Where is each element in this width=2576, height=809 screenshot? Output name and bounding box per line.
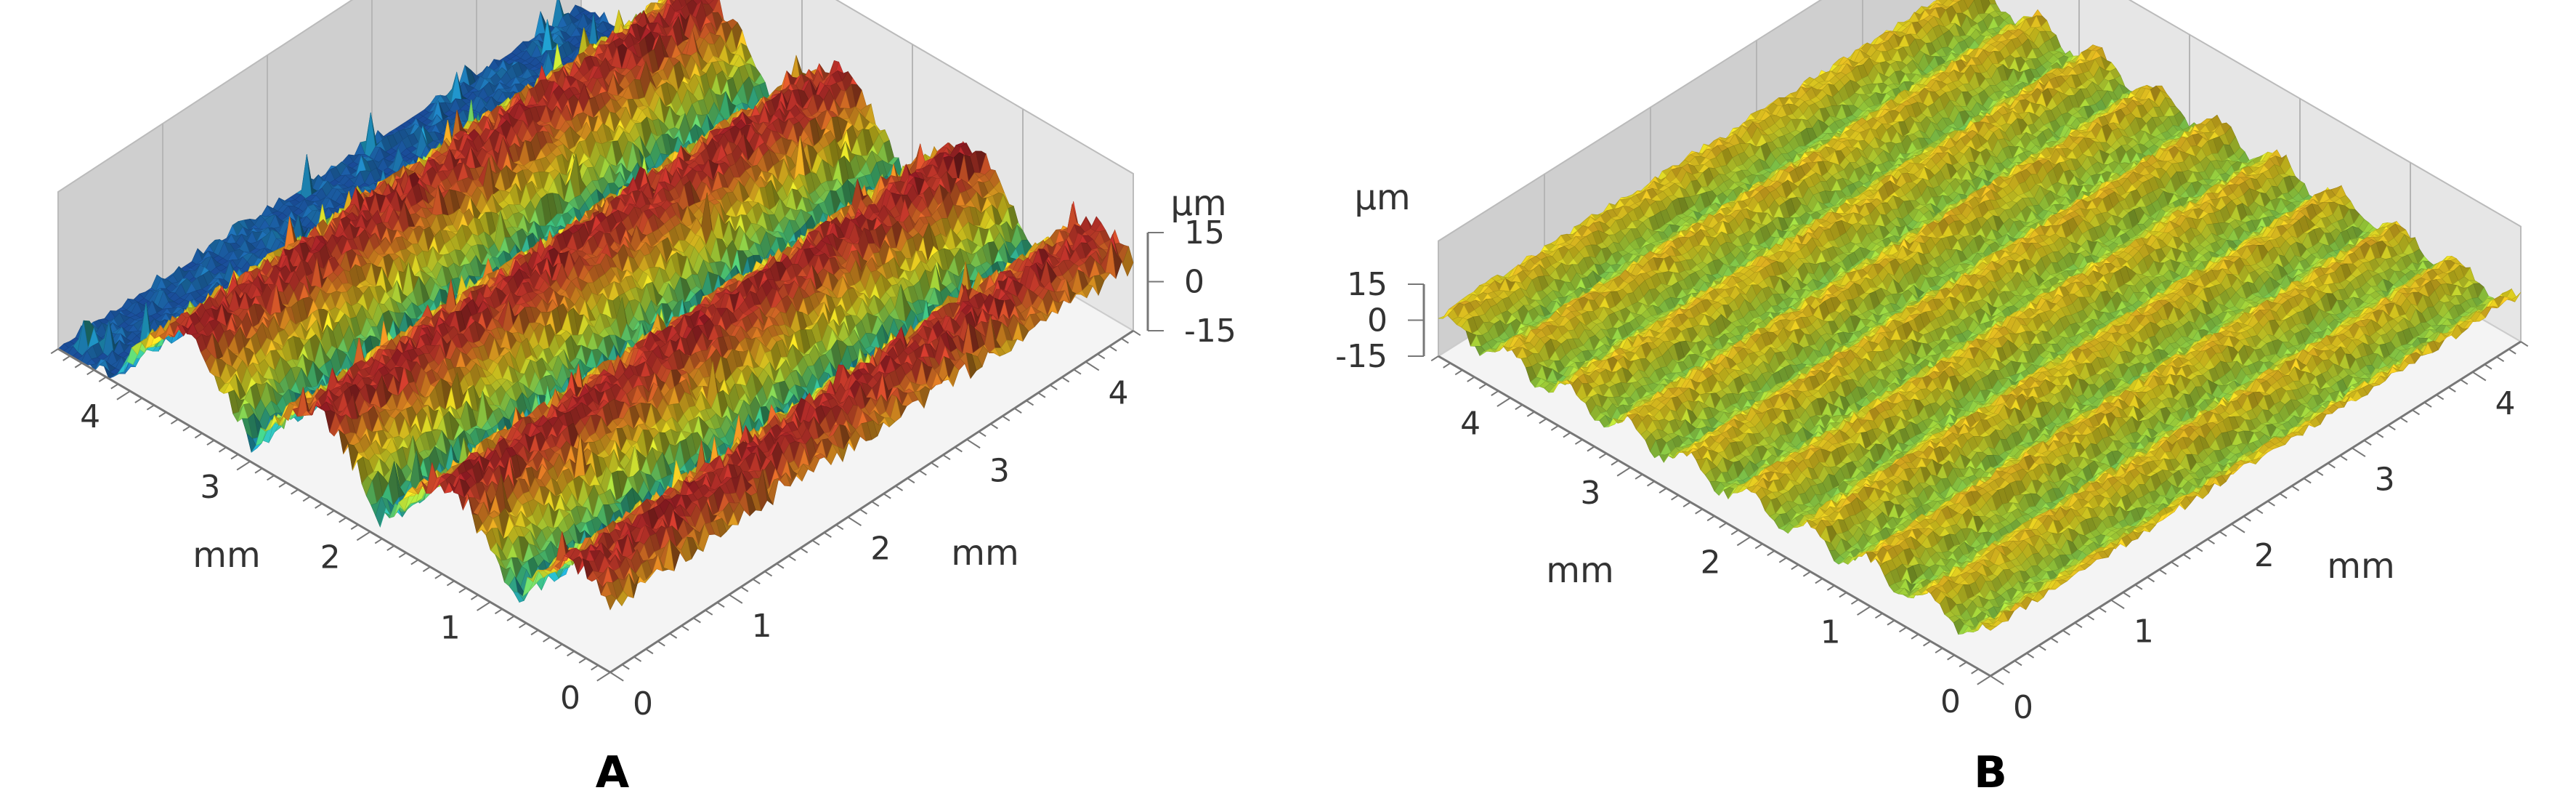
- surface-plot-a: 0123401234150-15 mm mm µm A: [51, 0, 1236, 798]
